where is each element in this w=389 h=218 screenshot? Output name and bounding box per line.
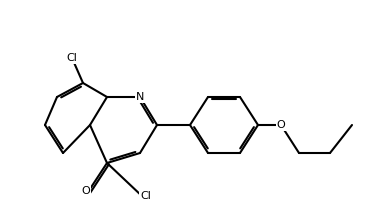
- Text: Cl: Cl: [67, 53, 77, 63]
- Text: N: N: [136, 92, 144, 102]
- Text: Cl: Cl: [140, 191, 151, 201]
- Text: O: O: [82, 186, 90, 196]
- Text: O: O: [277, 120, 286, 130]
